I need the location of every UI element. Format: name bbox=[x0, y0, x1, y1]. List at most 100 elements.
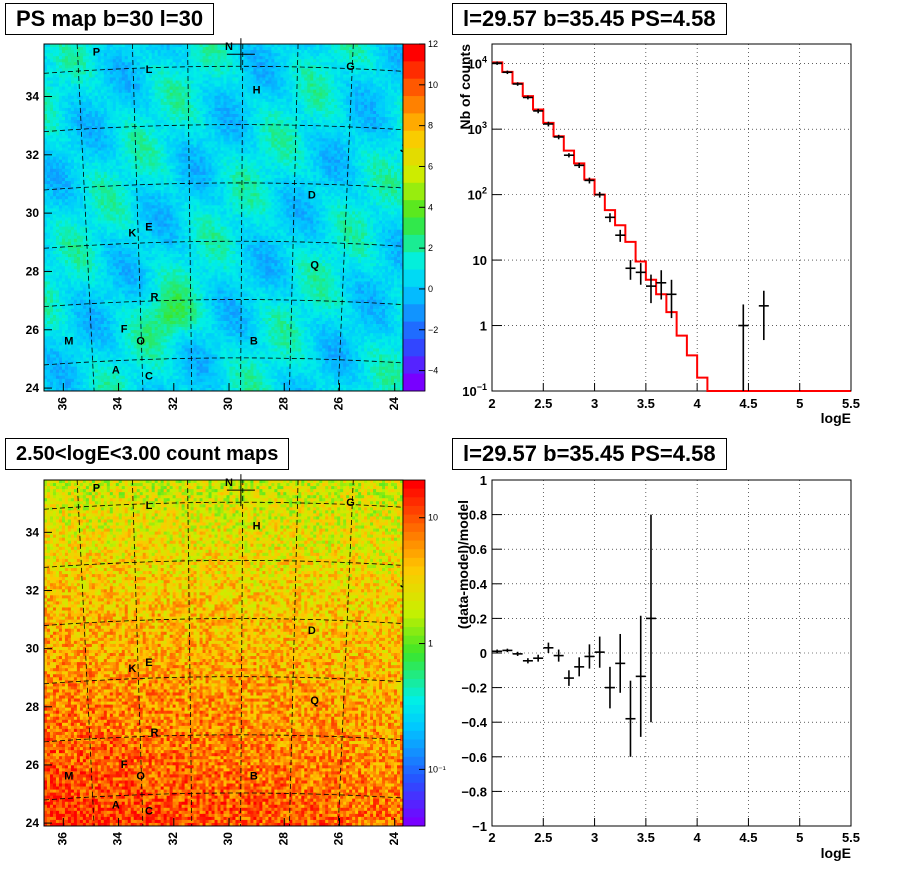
residual-panel: 2 2.5 3 3.5 4 4.5 5 5.5−1−0.8−0.6−0.4−0.200.20.… bbox=[455, 473, 860, 861]
colorbar-segment bbox=[403, 61, 425, 79]
source-label: L bbox=[146, 64, 153, 76]
x-tick-label: 2.5 bbox=[534, 830, 552, 845]
x-tick-label: 4 bbox=[694, 830, 702, 845]
spectrum-title: l=29.57 b=35.45 PS=4.58 bbox=[452, 3, 727, 35]
y-tick-label: −0.6 bbox=[461, 750, 487, 765]
source-label: A bbox=[112, 800, 120, 812]
colorbar-tick-label: 1 bbox=[428, 639, 433, 649]
source-label: B bbox=[250, 335, 258, 347]
y-tick-label: 102 bbox=[468, 186, 487, 203]
colorbar-segment bbox=[403, 610, 425, 619]
x-tick-label: 3.5 bbox=[637, 830, 655, 845]
x-tick-label: 36 bbox=[56, 397, 70, 411]
y-tick-label: 34 bbox=[26, 525, 40, 539]
x-tick-label: 5.5 bbox=[842, 830, 860, 845]
colorbar-segment bbox=[403, 183, 425, 201]
source-label: R bbox=[150, 727, 158, 739]
x-tick-label: 34 bbox=[111, 832, 125, 846]
colorbar-segment bbox=[403, 627, 425, 636]
colorbar-segment bbox=[403, 131, 425, 149]
residual-title: l=29.57 b=35.45 PS=4.58 bbox=[452, 438, 727, 470]
colorbar-segment bbox=[403, 748, 425, 757]
colorbar-segment bbox=[403, 662, 425, 671]
colorbar-segment bbox=[403, 740, 425, 749]
y-tick-label: 32 bbox=[26, 148, 40, 162]
colorbar-segment bbox=[403, 489, 425, 498]
source-label: Q bbox=[310, 260, 319, 272]
colorbar-tick-label: 6 bbox=[428, 161, 433, 171]
x-tick-label: 32 bbox=[166, 832, 180, 846]
x-tick-label: 5 bbox=[796, 396, 803, 411]
y-tick-label: 10−1 bbox=[462, 382, 487, 399]
colorbar-segment bbox=[403, 618, 425, 627]
y-tick-label: 26 bbox=[26, 758, 40, 772]
colorbar-segment bbox=[403, 374, 425, 392]
colorbar-tick-label: 0 bbox=[428, 284, 433, 294]
colorbar-segment bbox=[403, 592, 425, 601]
colorbar-segment bbox=[403, 567, 425, 576]
source-label: H bbox=[253, 85, 261, 97]
colorbar-segment bbox=[403, 270, 425, 288]
source-label: H bbox=[253, 520, 261, 532]
source-label: K bbox=[128, 227, 136, 239]
x-tick-label: 2 bbox=[488, 396, 495, 411]
source-label: F bbox=[121, 324, 128, 336]
x-tick-label: 3 bbox=[591, 830, 598, 845]
x-tick-label: 2 bbox=[488, 830, 495, 845]
y-tick-label: 30 bbox=[26, 642, 40, 656]
source-label: O bbox=[136, 770, 145, 782]
y-tick-label: 1 bbox=[480, 319, 487, 334]
count-map-panel: PLNHGJDKEQRFOMBAC36343230282624242628303… bbox=[26, 474, 446, 845]
x-tick-label: 28 bbox=[276, 397, 290, 411]
x-tick-label: 32 bbox=[166, 397, 180, 411]
source-label: L bbox=[146, 500, 153, 512]
source-label: G bbox=[346, 497, 355, 509]
x-tick-label: 26 bbox=[332, 832, 346, 846]
colorbar-tick-label: 12 bbox=[428, 39, 438, 49]
heatmap-cells bbox=[44, 480, 403, 826]
colorbar-segment bbox=[403, 601, 425, 610]
colorbar-segment bbox=[403, 688, 425, 697]
source-label: O bbox=[136, 335, 145, 347]
colorbar-tick-label: 10 bbox=[428, 513, 438, 523]
colorbar-segment bbox=[403, 79, 425, 97]
colorbar-segment bbox=[403, 705, 425, 714]
source-label: Q bbox=[310, 695, 319, 707]
y-tick-label: 1 bbox=[480, 473, 487, 488]
colorbar-segment bbox=[403, 670, 425, 679]
source-label: M bbox=[64, 335, 73, 347]
y-tick-label: 24 bbox=[26, 816, 40, 830]
plot-area bbox=[492, 44, 851, 391]
count-map-title: 2.50<logE<3.00 count maps bbox=[5, 438, 289, 470]
colorbar-segment bbox=[403, 200, 425, 218]
colorbar-segment bbox=[403, 532, 425, 541]
colorbar-tick-label: −2 bbox=[428, 325, 438, 335]
y-tick-label: 32 bbox=[26, 583, 40, 597]
x-tick-label: 2.5 bbox=[534, 396, 552, 411]
source-label: D bbox=[308, 190, 316, 202]
colorbar-segment bbox=[403, 497, 425, 506]
y-tick-label: 10 bbox=[473, 253, 487, 268]
colorbar-segment bbox=[403, 523, 425, 532]
colorbar-tick-label: 10 bbox=[428, 80, 438, 90]
colorbar-segment bbox=[403, 809, 425, 818]
source-label: P bbox=[93, 47, 100, 59]
source-label: B bbox=[250, 770, 258, 782]
y-tick-label: −0.8 bbox=[461, 784, 487, 799]
colorbar-segment bbox=[403, 44, 425, 62]
colorbar-segment bbox=[403, 287, 425, 305]
source-label: C bbox=[145, 370, 153, 382]
x-tick-label: 3.5 bbox=[637, 396, 655, 411]
colorbar-segment bbox=[403, 679, 425, 688]
y-tick-label: −0.4 bbox=[461, 715, 487, 730]
colorbar-segment bbox=[403, 165, 425, 183]
colorbar-segment bbox=[403, 558, 425, 567]
colorbar-segment bbox=[403, 783, 425, 792]
source-label: D bbox=[308, 625, 316, 637]
colorbar-segment bbox=[403, 584, 425, 593]
source-label: A bbox=[112, 365, 120, 377]
colorbar-segment bbox=[403, 757, 425, 766]
colorbar bbox=[403, 480, 425, 827]
